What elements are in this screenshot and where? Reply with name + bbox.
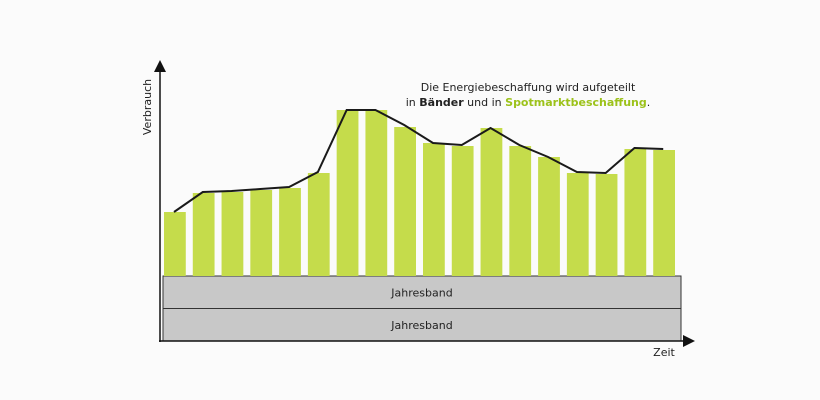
annotation-text: in: [406, 96, 420, 109]
bar: [307, 173, 330, 276]
bar: [595, 174, 618, 276]
annotation-bold: Bänder: [419, 96, 464, 109]
bar: [480, 128, 503, 276]
band-label: Jahresband: [390, 286, 452, 299]
bar: [336, 110, 359, 276]
bar: [538, 157, 560, 276]
bar: [394, 127, 416, 276]
band: [162, 275, 682, 309]
annotation-line: in Bänder und in Spotmarktbeschaffung.: [406, 96, 651, 109]
bar: [221, 192, 244, 276]
x-axis-arrow: [683, 335, 695, 347]
annotation-text: .: [647, 96, 651, 109]
bar: [653, 150, 675, 276]
bar: [423, 143, 445, 276]
y-axis-arrow: [154, 60, 166, 72]
annotation-text: und in: [464, 96, 505, 109]
band-label: Jahresband: [390, 319, 452, 332]
annotation-green: Spotmarktbeschaffung: [505, 96, 647, 109]
annotation-line: Die Energiebeschaffung wird aufgeteilt: [421, 81, 636, 94]
bar: [164, 212, 186, 276]
bar: [451, 146, 474, 276]
bar: [509, 146, 532, 276]
bar: [365, 110, 388, 276]
bar: [250, 190, 273, 276]
band: [162, 308, 682, 342]
bar: [192, 193, 215, 276]
annotation: Die Energiebeschaffung wird aufgeteilt i…: [406, 81, 651, 109]
y-axis-label: Verbrauch: [141, 79, 154, 135]
line: [173, 109, 664, 213]
bar: [566, 173, 589, 276]
x-axis-label: Zeit: [653, 346, 675, 359]
bar: [624, 149, 647, 276]
bar: [279, 188, 301, 276]
